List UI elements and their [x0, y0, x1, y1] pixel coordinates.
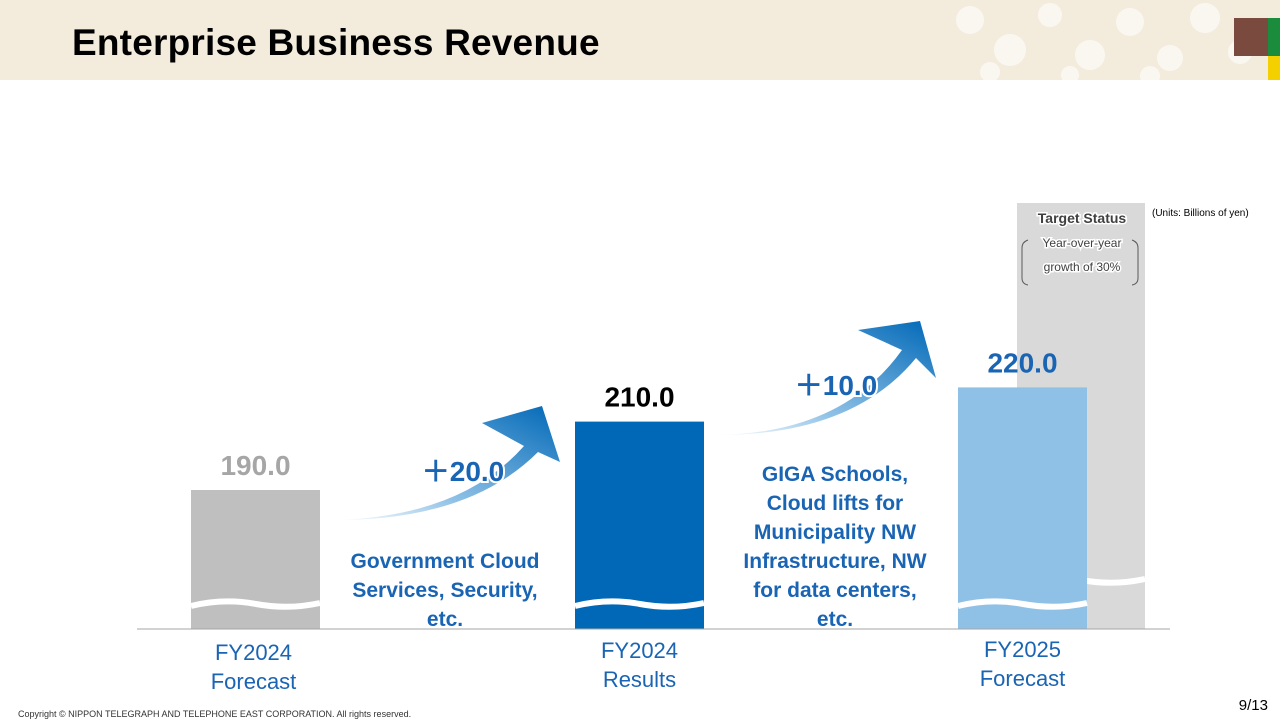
growth-arrow-1: [337, 406, 560, 520]
axis-break-2: [574, 598, 705, 610]
axis-break-3: [957, 598, 1088, 610]
bar-3: [958, 387, 1087, 629]
value-label-3: 220.0: [987, 347, 1057, 378]
category-label-3: FY2025 Forecast: [980, 637, 1066, 691]
target-status-title: Target Status: [1038, 210, 1127, 226]
header-pattern: [956, 3, 1252, 80]
brand-stripe-green: [1268, 18, 1280, 56]
increment-label-2: ＋10.0: [795, 370, 878, 401]
brand-stripe-yellow: [1268, 56, 1280, 80]
value-label-2: 210.0: [604, 382, 674, 413]
page-number: 9/13: [1238, 697, 1268, 714]
target-status-detail: growth of 30%: [1044, 260, 1121, 274]
slide-header: Enterprise Business Revenue: [0, 0, 1280, 80]
bar-2: [575, 421, 704, 629]
driver-text-1: Government Cloud Services, Security, etc.: [350, 550, 539, 631]
copyright-notice: Copyright © NIPPON TELEGRAPH AND TELEPHO…: [18, 709, 412, 719]
axis-break-1: [190, 598, 321, 610]
increment-label-1: ＋20.0: [422, 456, 505, 487]
target-bracket-left: [1021, 239, 1029, 286]
growth-arrow-2: [715, 321, 936, 436]
target-status-detail: Year-over-year: [1043, 236, 1122, 250]
category-label-1: FY2024 Forecast: [211, 640, 297, 694]
category-label-2: FY2024 Results: [601, 638, 678, 692]
page-title: Enterprise Business Revenue: [72, 22, 600, 63]
units-note: (Units: Billions of yen): [1152, 208, 1249, 219]
target-bracket-right: [1131, 239, 1139, 286]
value-label-1: 190.0: [220, 450, 290, 481]
driver-text-2: GIGA Schools, Cloud lifts for Municipality…: [743, 463, 926, 631]
